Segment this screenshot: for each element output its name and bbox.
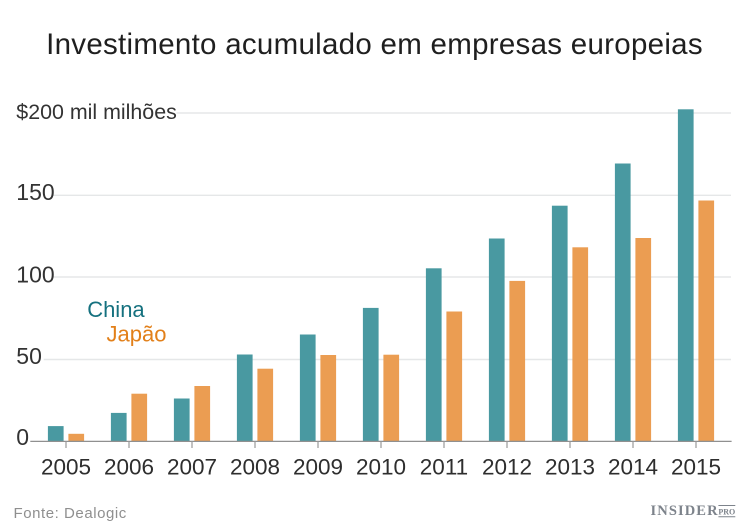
svg-text:2010: 2010 [356,454,406,479]
svg-text:2013: 2013 [545,454,595,479]
svg-text:2012: 2012 [482,454,532,479]
svg-text:2008: 2008 [230,454,280,479]
svg-text:2006: 2006 [104,454,154,479]
svg-text:Fonte: Dealogic: Fonte: Dealogic [14,505,127,522]
svg-text:100: 100 [16,262,54,288]
svg-text:50: 50 [16,343,42,369]
svg-text:Investimento acumulado em empr: Investimento acumulado em empresas europ… [46,28,703,61]
svg-text:2015: 2015 [671,454,721,479]
svg-text:China: China [87,297,145,322]
svg-text:2007: 2007 [167,454,217,479]
svg-text:2009: 2009 [293,454,343,479]
svg-text:Japão: Japão [107,321,167,346]
svg-text:150: 150 [16,179,54,205]
svg-text:0: 0 [16,424,29,450]
svg-text:2005: 2005 [41,454,91,479]
svg-text:2014: 2014 [608,454,658,479]
svg-text:$200 mil milhões: $200 mil milhões [16,100,177,124]
svg-text:2011: 2011 [420,454,468,479]
svg-text:PRO: PRO [718,507,735,516]
svg-text:INSIDER: INSIDER [651,503,719,519]
